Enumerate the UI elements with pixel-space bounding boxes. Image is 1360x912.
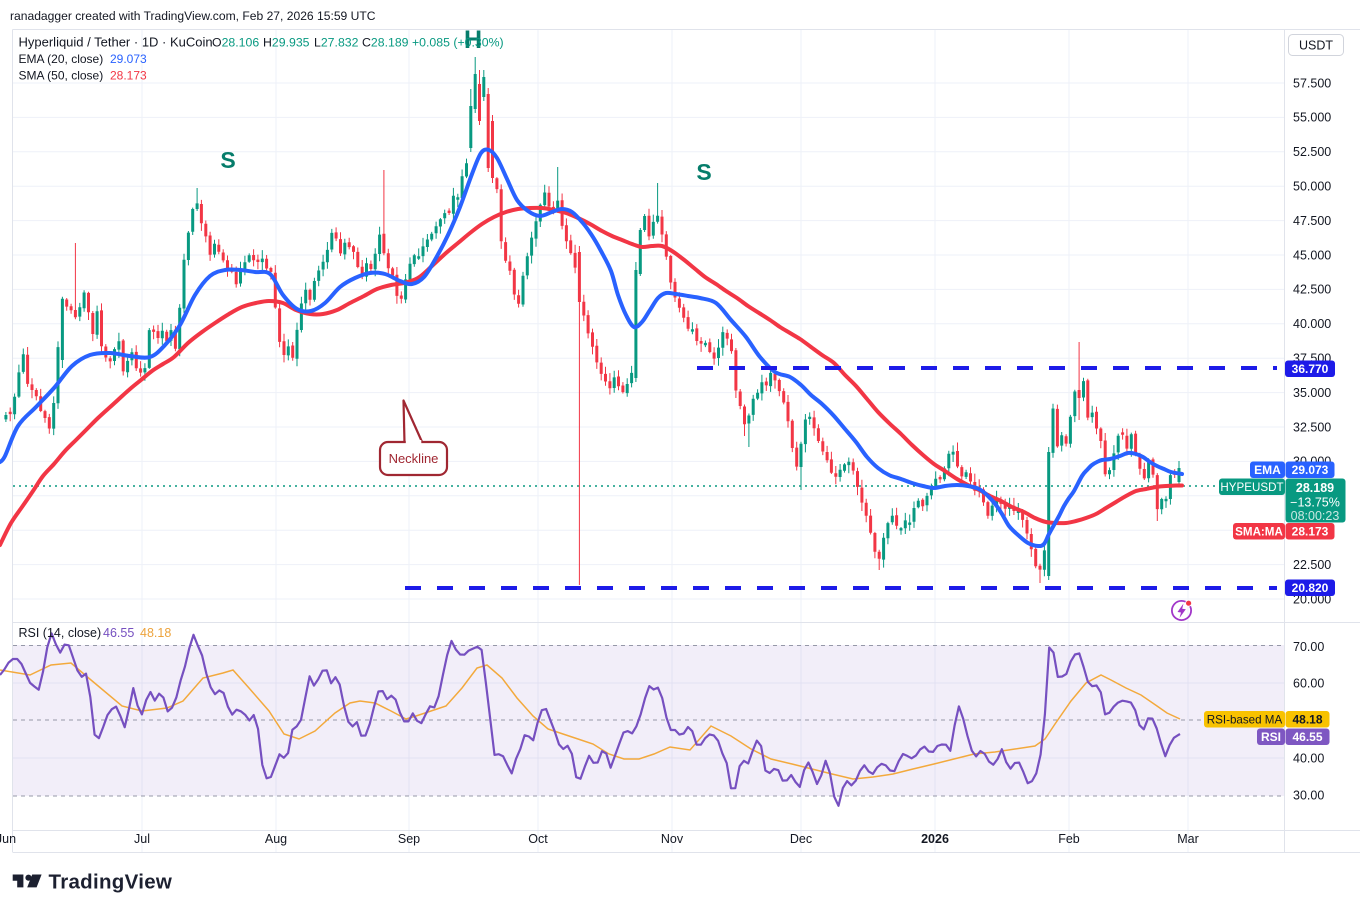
svg-text:55.000: 55.000 (1293, 111, 1331, 125)
svg-text:SMA (50, close): SMA (50, close) (19, 69, 104, 83)
svg-text:H29.935: H29.935 (263, 36, 310, 50)
svg-text:Jul: Jul (134, 832, 150, 846)
svg-text:2026: 2026 (921, 832, 949, 846)
svg-text:32.500: 32.500 (1293, 420, 1331, 434)
svg-text:+0.085 (+0.30%): +0.085 (+0.30%) (412, 36, 504, 50)
svg-text:Hyperliquid / Tether · 1D · Ku: Hyperliquid / Tether · 1D · KuCoin (19, 35, 213, 50)
svg-text:ranadagger created with Tradin: ranadagger created with TradingView.com,… (10, 9, 376, 23)
svg-text:52.500: 52.500 (1293, 145, 1331, 159)
svg-text:Aug: Aug (265, 832, 287, 846)
svg-text:50.000: 50.000 (1293, 180, 1331, 194)
svg-text:Sep: Sep (398, 832, 420, 846)
svg-text:L27.832: L27.832 (314, 36, 359, 50)
svg-text:O28.106: O28.106 (212, 36, 259, 50)
svg-text:70.00: 70.00 (1293, 640, 1324, 654)
svg-text:29.073: 29.073 (1292, 463, 1329, 477)
svg-text:40.000: 40.000 (1293, 317, 1331, 331)
svg-text:EMA: EMA (1254, 463, 1281, 477)
svg-text:HYPEUSDT: HYPEUSDT (1220, 481, 1283, 494)
svg-text:RSI (14, close): RSI (14, close) (19, 626, 102, 640)
svg-text:RSI: RSI (1261, 730, 1281, 744)
svg-text:H: H (464, 26, 482, 54)
svg-text:28.189: 28.189 (1296, 481, 1334, 495)
svg-text:Dec: Dec (790, 832, 812, 846)
svg-text:36.770: 36.770 (1292, 362, 1329, 376)
svg-text:S: S (696, 159, 711, 185)
svg-text:Neckline: Neckline (389, 451, 439, 466)
svg-text:−13.75%: −13.75% (1290, 496, 1340, 510)
svg-text:20.820: 20.820 (1292, 581, 1329, 595)
svg-text:Nov: Nov (661, 832, 684, 846)
svg-text:42.500: 42.500 (1293, 283, 1331, 297)
svg-text:USDT: USDT (1299, 39, 1333, 53)
svg-text:Jun: Jun (0, 832, 16, 846)
svg-text:29.073: 29.073 (110, 52, 147, 66)
svg-text:08:00:23: 08:00:23 (1291, 509, 1340, 523)
svg-text:35.000: 35.000 (1293, 386, 1331, 400)
svg-text:40.00: 40.00 (1293, 751, 1324, 765)
svg-text:30.00: 30.00 (1293, 788, 1324, 802)
svg-text:28.173: 28.173 (1292, 525, 1329, 539)
svg-text:C28.189: C28.189 (362, 36, 409, 50)
svg-text:60.00: 60.00 (1293, 676, 1324, 690)
svg-text:48.18: 48.18 (140, 626, 171, 640)
svg-text:S: S (220, 147, 235, 173)
svg-text:45.000: 45.000 (1293, 248, 1331, 262)
svg-text:46.55: 46.55 (1292, 730, 1322, 744)
svg-text:SMA:MA: SMA:MA (1235, 526, 1283, 539)
svg-text:28.173: 28.173 (110, 69, 147, 83)
svg-text:Oct: Oct (528, 832, 548, 846)
svg-text:TradingView: TradingView (49, 871, 173, 894)
svg-text:47.500: 47.500 (1293, 214, 1331, 228)
svg-text:RSI-based MA: RSI-based MA (1207, 714, 1283, 727)
svg-text:46.55: 46.55 (103, 626, 134, 640)
svg-text:48.18: 48.18 (1292, 713, 1322, 727)
svg-text:EMA (20, close): EMA (20, close) (19, 52, 104, 66)
svg-text:Feb: Feb (1058, 832, 1080, 846)
svg-text:22.500: 22.500 (1293, 558, 1331, 572)
svg-text:Mar: Mar (1177, 832, 1199, 846)
svg-text:57.500: 57.500 (1293, 76, 1331, 90)
